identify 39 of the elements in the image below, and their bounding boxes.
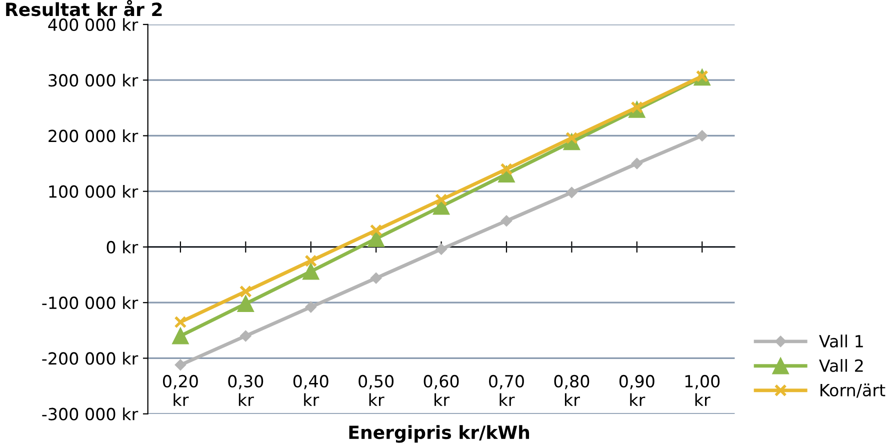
x-tick-label: 1,00 kr: [685, 374, 720, 406]
point: [302, 263, 320, 280]
y-tick-label: 0 kr: [106, 240, 138, 254]
point: [370, 224, 382, 237]
y-tick-label: -200 000 kr: [42, 352, 138, 365]
point: [240, 330, 252, 342]
y-tick-label: -100 000 kr: [42, 296, 138, 310]
point: [305, 301, 316, 313]
x-tick-label: 0,80 kr: [554, 374, 590, 406]
point: [566, 186, 578, 198]
point: [174, 316, 187, 328]
point: [368, 230, 384, 247]
legend-label: Vall 1: [819, 334, 863, 348]
y-tick-label: 100 000 kr: [49, 185, 138, 198]
point: [500, 215, 512, 226]
point: [239, 285, 252, 298]
x-tick-label: 0,60 kr: [424, 374, 459, 406]
legend-label: Vall 2: [819, 359, 863, 372]
x-tick-label: 0,70 kr: [489, 374, 524, 406]
point: [370, 272, 382, 284]
point: [172, 328, 189, 344]
point: [304, 254, 318, 268]
point: [237, 295, 254, 312]
x-tick-label: 0,20 kr: [162, 374, 198, 406]
x-tick-label: 0,30 kr: [228, 374, 264, 406]
point: [436, 244, 447, 255]
x-axis-title: Energipris kr/kWh: [349, 425, 530, 443]
point: [631, 158, 643, 170]
point: [696, 130, 708, 142]
x-tick-label: 0,40 kr: [293, 374, 328, 406]
y-tick-label: -300 000 kr: [42, 408, 138, 420]
legend-label: Korn/ärt: [820, 384, 886, 398]
y-tick-label: 300 000 kr: [48, 74, 138, 87]
y-tick-label: 200 000 kr: [48, 129, 138, 142]
chart-title: Resultat kr år 2: [6, 0, 162, 16]
x-tick-label: 0,50 kr: [358, 374, 394, 406]
point: [174, 359, 186, 371]
x-tick-label: 0,90 kr: [619, 374, 654, 406]
y-tick-label: 400 000 kr: [48, 18, 138, 32]
